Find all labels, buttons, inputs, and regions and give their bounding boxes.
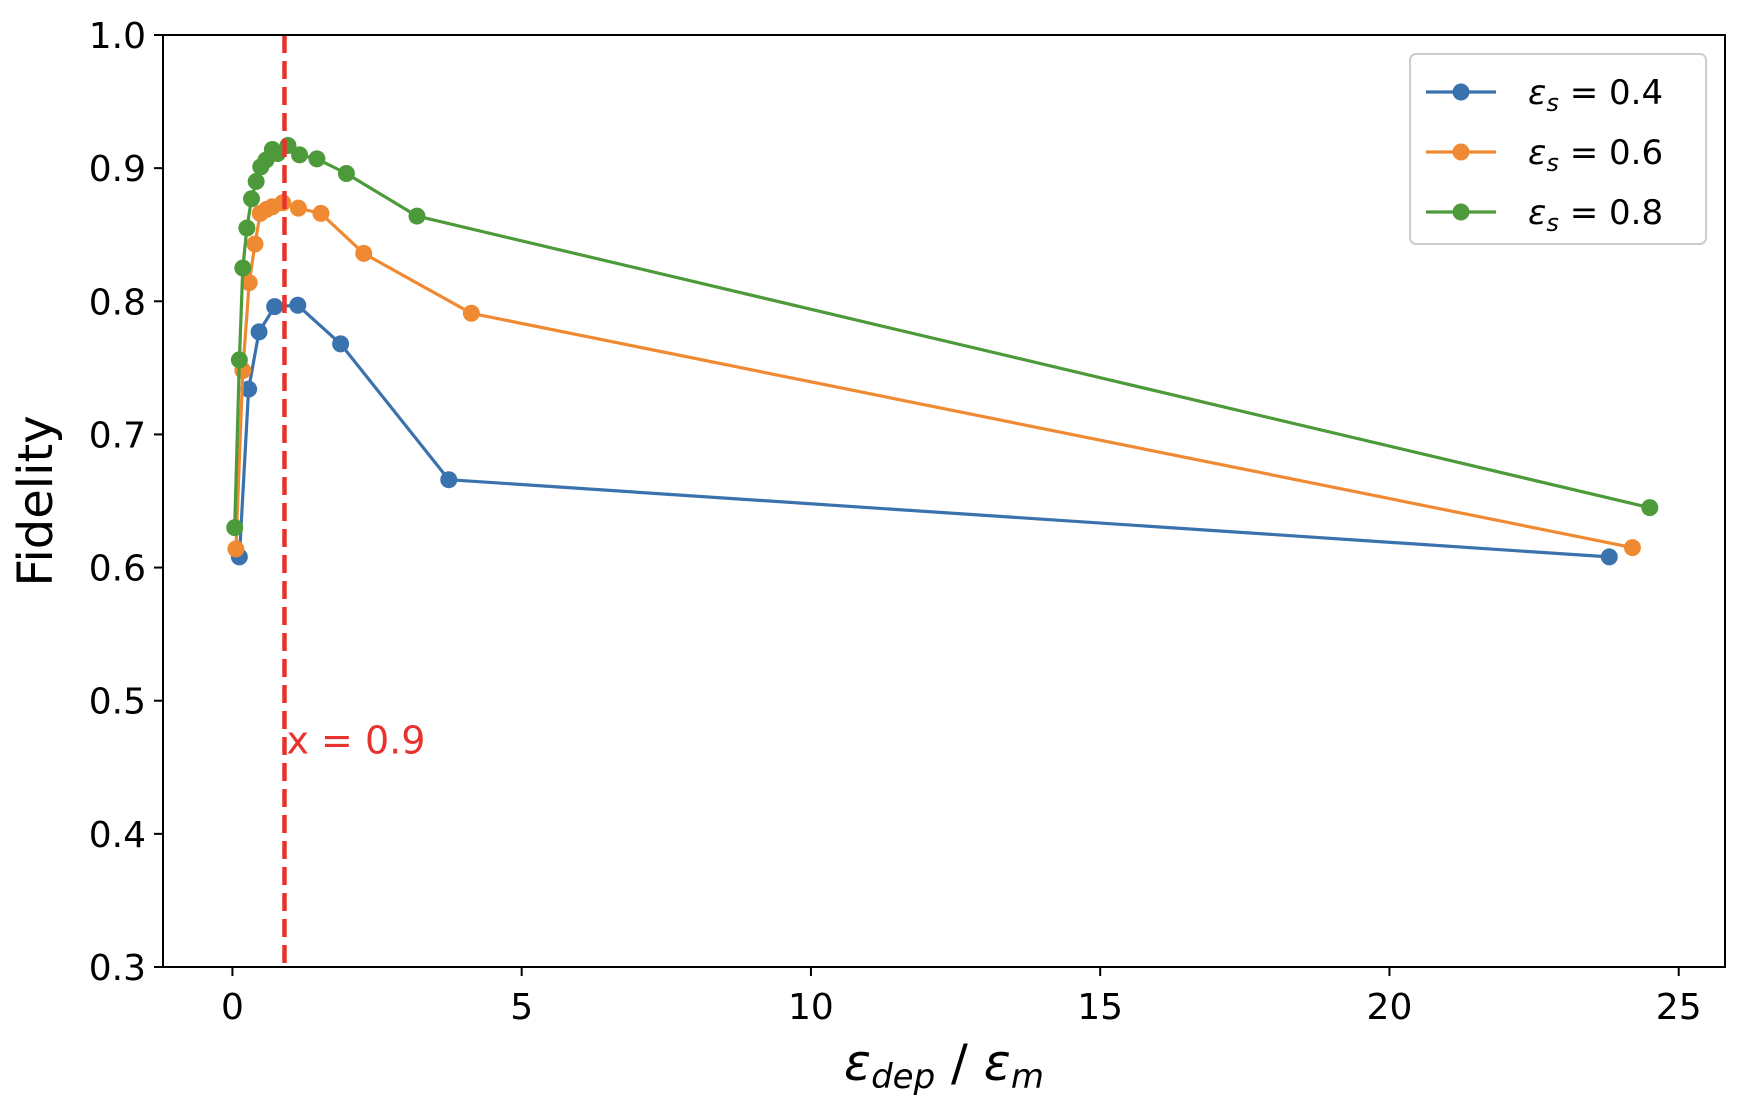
x-tick-label-1: 5 [510, 987, 533, 1028]
data-point-s2-3 [238, 219, 256, 237]
data-point-s2-1 [230, 351, 248, 369]
data-point-s1-11 [462, 304, 480, 322]
x-tick-label-4: 20 [1367, 987, 1413, 1028]
x-tick-label-2: 10 [788, 987, 834, 1028]
x-title-sub-dep: dep [871, 1057, 935, 1097]
legend-marker-0 [1452, 83, 1470, 101]
data-point-s1-8 [289, 199, 307, 217]
x-tick-label-5: 25 [1656, 987, 1702, 1028]
data-point-s2-12 [308, 150, 326, 168]
legend-marker-1 [1452, 143, 1470, 161]
x-title-eps-m: ε [984, 1034, 1011, 1092]
y-tick-label-1: 0.4 [89, 815, 146, 856]
data-point-s2-14 [408, 207, 426, 225]
x-tick-label-3: 15 [1077, 987, 1123, 1028]
legend-entry-1: εs = 0.6 [1426, 133, 1663, 177]
data-point-s1-3 [246, 235, 264, 253]
legend-sym-0: ε [1528, 73, 1546, 113]
y-tick-label-4: 0.7 [89, 415, 146, 456]
data-point-s2-13 [337, 164, 355, 182]
data-point-s0-4 [289, 296, 307, 314]
data-point-s2-11 [291, 146, 309, 164]
data-point-s0-3 [266, 298, 284, 316]
legend: εs = 0.4εs = 0.6εs = 0.8 [1409, 53, 1707, 245]
vline-annotation: x = 0.9 [286, 719, 425, 763]
data-point-s0-1 [240, 380, 258, 398]
legend-entry-0: εs = 0.4 [1426, 73, 1663, 117]
series-1 [227, 194, 1641, 558]
legend-entry-2: εs = 0.8 [1426, 193, 1663, 237]
data-point-s0-6 [440, 471, 458, 489]
data-point-s2-2 [234, 259, 252, 277]
data-point-s1-9 [312, 204, 330, 222]
data-point-s2-4 [243, 190, 261, 208]
data-layer: x = 0.9 [226, 35, 1659, 967]
legend-label-2: εs = 0.8 [1528, 193, 1663, 237]
y-tick-label-0: 0.3 [89, 948, 146, 989]
y-tick-label-2: 0.5 [89, 682, 146, 723]
y-tick-label-3: 0.6 [89, 549, 146, 590]
legend-sub-1: s [1546, 149, 1559, 177]
y-tick-label-6: 0.9 [89, 149, 146, 190]
data-point-s1-0 [227, 540, 245, 558]
legend-marker-2 [1452, 203, 1470, 221]
data-point-s0-5 [332, 335, 350, 353]
y-axis-title: Fidelity [8, 415, 64, 586]
data-point-s0-7 [1600, 548, 1618, 566]
legend-sub-2: s [1546, 209, 1559, 237]
x-axis-title: εdep / εm [844, 1034, 1044, 1097]
data-point-s1-10 [355, 244, 373, 262]
legend-sym-1: ε [1528, 133, 1546, 173]
data-point-s0-2 [250, 323, 268, 341]
x-title-sub-m: m [1011, 1057, 1044, 1097]
legend-label-1: εs = 0.6 [1528, 133, 1663, 177]
legend-box [1409, 53, 1707, 245]
legend-label-0: εs = 0.4 [1528, 73, 1663, 117]
x-tick-label-0: 0 [221, 987, 244, 1028]
data-point-s2-0 [226, 519, 244, 537]
data-point-s2-15 [1641, 499, 1659, 517]
x-title-eps-dep: ε [844, 1034, 871, 1092]
plot-frame [162, 34, 1726, 968]
y-tick-label-5: 0.8 [89, 282, 146, 323]
x-title-separator: / [935, 1034, 984, 1092]
data-point-s1-12 [1623, 539, 1641, 557]
legend-value-0: = 0.4 [1559, 73, 1663, 113]
y-tick-label-7: 1.0 [89, 16, 146, 57]
data-point-s2-5 [247, 172, 265, 190]
legend-value-2: = 0.8 [1559, 193, 1663, 233]
legend-value-1: = 0.6 [1559, 133, 1663, 173]
axes-layer: 0 5 10 15 20 25 0.3 0.4 0.5 0.6 0.7 0.8 0.9 1.0 Fideli… [8, 16, 1726, 1097]
legend-sym-2: ε [1528, 193, 1546, 233]
legend-sub-0: s [1546, 89, 1559, 117]
series-2 [226, 137, 1659, 537]
data-point-s1-2 [240, 274, 258, 292]
